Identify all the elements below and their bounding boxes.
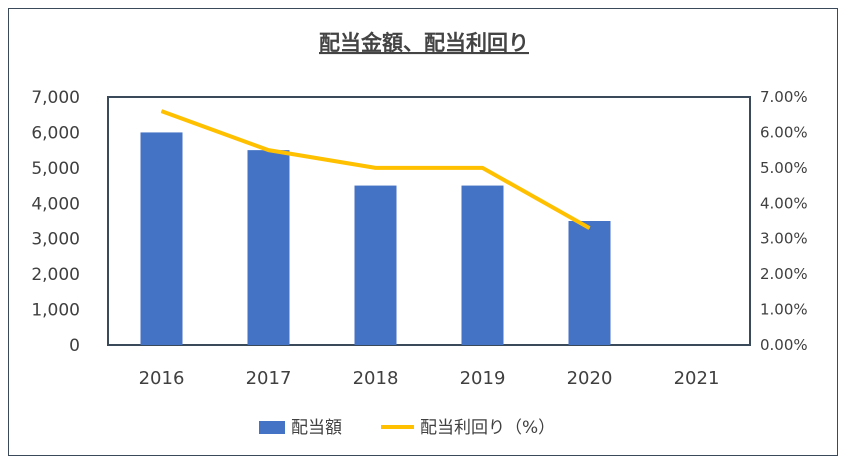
x-tick-label: 2017 bbox=[246, 368, 292, 389]
x-tick-label: 2019 bbox=[460, 368, 506, 389]
y-right-tick-label: 1.00% bbox=[760, 301, 808, 319]
y-right-tick-label: 4.00% bbox=[760, 194, 808, 212]
bar-2020 bbox=[568, 221, 611, 345]
y-axis-right: 0.00% 1.00% 2.00% 3.00% 4.00% 5.00% 6.00% 7.00% bbox=[760, 88, 808, 354]
y-right-tick-label: 0.00% bbox=[760, 336, 808, 354]
legend: 配当額 配当利回り（%） bbox=[259, 418, 555, 438]
bar-series bbox=[140, 132, 611, 345]
y-left-tick-label: 2,000 bbox=[31, 265, 80, 285]
x-tick-label: 2018 bbox=[353, 368, 399, 389]
y-left-tick-label: 1,000 bbox=[31, 301, 80, 321]
yield-point-2017 bbox=[268, 149, 269, 151]
legend-swatch-dividend bbox=[259, 421, 285, 434]
bar-2017 bbox=[247, 150, 290, 345]
y-right-tick-label: 5.00% bbox=[760, 159, 808, 177]
line-series bbox=[160, 109, 591, 230]
x-tick-label: 2016 bbox=[139, 368, 185, 389]
y-left-tick-label: 0 bbox=[69, 336, 80, 356]
y-left-tick-label: 4,000 bbox=[31, 194, 80, 214]
yield-point-2020 bbox=[589, 227, 590, 229]
yield-point-2016 bbox=[161, 110, 162, 112]
y-right-tick-label: 2.00% bbox=[760, 265, 808, 283]
y-left-tick-label: 5,000 bbox=[31, 159, 80, 179]
yield-point-2018 bbox=[375, 167, 376, 169]
chart-title: 配当金額、配当利回り bbox=[319, 31, 529, 55]
legend-label-dividend: 配当額 bbox=[291, 418, 342, 438]
y-left-tick-label: 3,000 bbox=[31, 230, 80, 250]
x-tick-label: 2021 bbox=[674, 368, 720, 389]
y-left-tick-label: 6,000 bbox=[31, 123, 80, 143]
bar-2016 bbox=[140, 132, 183, 345]
yield-point-2019 bbox=[482, 167, 483, 169]
y-left-tick-label: 7,000 bbox=[31, 88, 80, 108]
y-right-tick-label: 3.00% bbox=[760, 230, 808, 248]
plot-area bbox=[107, 96, 751, 346]
y-axis-left: 0 1,000 2,000 3,000 4,000 5,000 6,000 7,000 bbox=[31, 88, 80, 356]
legend-label-yield: 配当利回り（%） bbox=[420, 418, 555, 438]
y-right-tick-label: 7.00% bbox=[760, 88, 808, 106]
bar-2018 bbox=[354, 185, 397, 345]
x-tick-label: 2020 bbox=[567, 368, 613, 389]
x-axis: 2016 2017 2018 2019 2020 2021 bbox=[139, 368, 720, 389]
y-right-tick-label: 6.00% bbox=[760, 123, 808, 141]
bar-2019 bbox=[461, 185, 504, 345]
